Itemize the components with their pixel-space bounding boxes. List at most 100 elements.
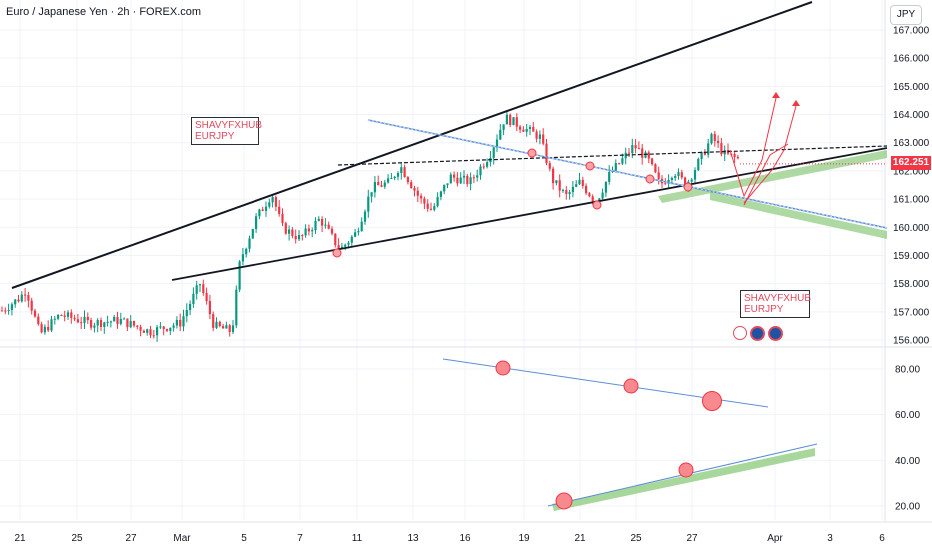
candle-body <box>119 318 122 324</box>
candle-body <box>618 163 621 165</box>
time-tick-label: 13 <box>407 533 419 544</box>
osc-tick-label: 60.00 <box>895 410 920 421</box>
candle-body <box>486 162 489 167</box>
candle-body <box>641 148 644 158</box>
candle-body <box>542 134 545 144</box>
candle-body <box>393 176 396 179</box>
candle-body <box>677 172 680 177</box>
candle-body <box>248 238 251 249</box>
candle-body <box>535 131 538 139</box>
time-tick-label: 27 <box>686 533 698 544</box>
candle-body <box>297 235 301 240</box>
candle-body <box>294 235 297 240</box>
candle-body <box>185 310 188 317</box>
candle-body <box>284 223 287 234</box>
price-tick-label: 160.000 <box>893 223 930 234</box>
candle-body <box>113 316 116 322</box>
candle-body <box>278 206 281 214</box>
candle-body <box>499 129 502 140</box>
candle-body <box>443 184 446 192</box>
candle-body <box>357 231 360 233</box>
annotation-label-left-line2: EURJPY <box>195 131 235 142</box>
candle-body <box>532 127 535 132</box>
neckline-dashed <box>337 145 888 166</box>
candle-body <box>604 181 607 193</box>
candle-body <box>314 220 317 231</box>
candle-body <box>149 329 152 336</box>
candle-body <box>10 304 13 310</box>
oscillator-green-zone <box>552 448 815 511</box>
candle-body <box>571 186 574 193</box>
candle-body <box>449 174 452 184</box>
candle-body <box>281 213 284 224</box>
arrow-head-icon <box>772 92 780 98</box>
candle-body <box>57 315 60 319</box>
candle-body <box>103 322 106 327</box>
candle-body <box>403 167 406 178</box>
candle-body <box>136 325 139 327</box>
candle-body <box>70 312 73 318</box>
annotation-label-right-line2: EURJPY <box>744 304 784 315</box>
candle-body <box>492 147 495 158</box>
candle-body <box>238 261 241 290</box>
candle-body <box>647 152 650 159</box>
candle-body <box>654 164 657 173</box>
candle-body <box>651 158 654 165</box>
candle-body <box>670 177 673 180</box>
time-tick-label: 11 <box>352 533 363 544</box>
candle-body <box>439 191 442 198</box>
candle-body <box>710 133 713 144</box>
price-tick-label: 165.000 <box>893 82 930 93</box>
candle-body <box>472 177 475 179</box>
globe-icon[interactable] <box>750 326 765 341</box>
lower-trendline <box>171 147 888 281</box>
candle-body <box>53 318 56 320</box>
candle-body <box>637 148 640 150</box>
time-tick-label: 25 <box>630 533 642 544</box>
time-tick-label: 21 <box>574 533 586 544</box>
candle-body <box>426 203 429 209</box>
oscillator-marker <box>623 378 639 394</box>
candle-body <box>228 325 231 332</box>
candle-body <box>416 190 419 196</box>
candle-body <box>327 224 330 229</box>
candle-body <box>565 190 568 194</box>
globe-icon-2[interactable] <box>768 326 783 341</box>
candle-body <box>235 289 238 326</box>
candle-body <box>482 166 485 168</box>
candle-body <box>545 143 548 164</box>
candle-body <box>215 321 218 328</box>
candle-body <box>47 326 50 331</box>
candle-body <box>0 310 4 312</box>
candle-body <box>159 326 162 328</box>
candle-body <box>50 319 53 331</box>
candle-body <box>76 319 79 323</box>
candle-body <box>387 178 390 183</box>
pivot-marker <box>683 182 693 192</box>
candle-body <box>717 140 720 144</box>
candle-body <box>304 228 307 236</box>
candle-body <box>528 127 532 129</box>
candle-body <box>172 325 175 328</box>
candle-body <box>33 310 37 317</box>
candle-body <box>212 314 215 328</box>
currency-unit-button[interactable]: JPY <box>890 5 922 25</box>
candle-body <box>126 318 129 328</box>
flash-icon[interactable] <box>733 326 747 340</box>
candle-body <box>129 321 132 328</box>
pivot-marker <box>585 161 595 171</box>
candle-body <box>86 316 89 321</box>
candle-body <box>37 316 40 325</box>
pivot-marker <box>527 148 537 158</box>
candle-body <box>80 322 83 324</box>
candle-body <box>337 245 340 250</box>
candle-body <box>680 172 683 178</box>
candle-body <box>548 163 551 169</box>
candle-body <box>24 294 27 296</box>
candle-body <box>684 177 687 188</box>
candle-body <box>7 309 10 311</box>
green-zone-lower <box>710 192 887 239</box>
candle-body <box>420 195 423 199</box>
oscillator-marker <box>678 462 694 478</box>
